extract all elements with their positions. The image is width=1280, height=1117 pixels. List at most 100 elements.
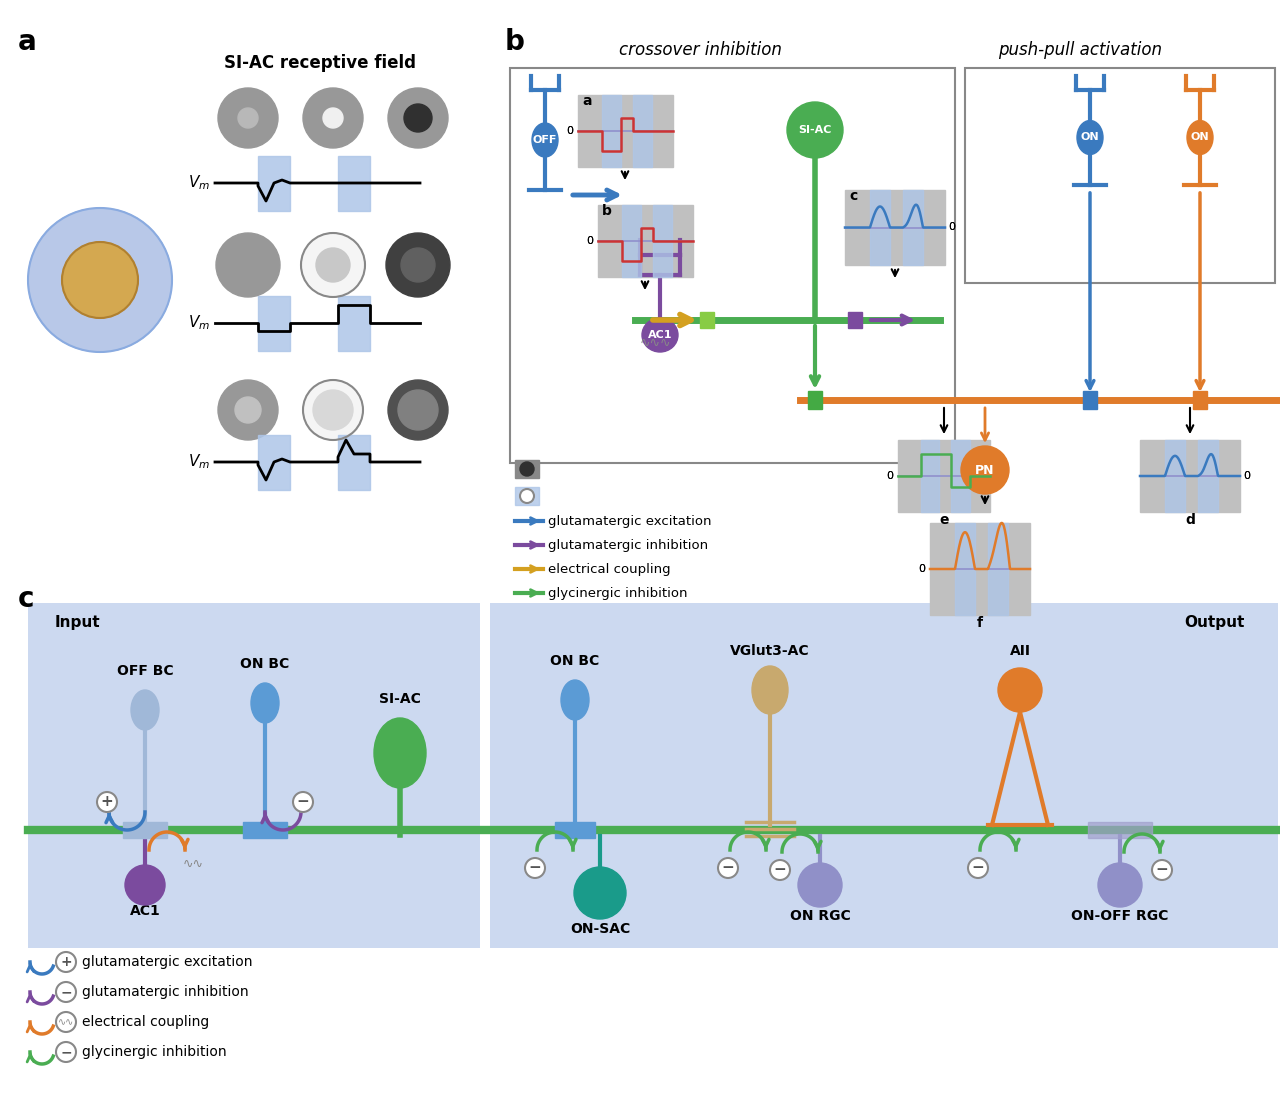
Text: ON BC: ON BC xyxy=(550,653,599,668)
Bar xyxy=(28,603,480,948)
Circle shape xyxy=(323,108,343,128)
Bar xyxy=(259,296,291,351)
Circle shape xyxy=(718,858,739,878)
Circle shape xyxy=(125,865,165,905)
Text: −: − xyxy=(972,860,984,876)
Bar xyxy=(634,95,652,168)
Ellipse shape xyxy=(753,666,788,714)
Text: −: − xyxy=(529,860,541,876)
Text: OFF: OFF xyxy=(532,135,557,145)
Text: a: a xyxy=(582,94,591,108)
Text: −: − xyxy=(60,985,72,999)
Text: glycinergic inhibition: glycinergic inhibition xyxy=(548,586,687,600)
Text: −: − xyxy=(297,794,310,810)
Circle shape xyxy=(301,233,365,297)
Circle shape xyxy=(520,489,534,503)
Circle shape xyxy=(314,390,353,430)
Bar xyxy=(579,95,673,168)
Bar xyxy=(955,523,975,615)
Circle shape xyxy=(293,792,314,812)
Bar xyxy=(598,206,692,277)
Text: $V_m$: $V_m$ xyxy=(188,173,210,192)
Text: Excitation: Excitation xyxy=(74,273,125,281)
Text: push-pull activation: push-pull activation xyxy=(998,41,1162,59)
Bar xyxy=(622,206,641,277)
Bar xyxy=(338,156,370,211)
Text: glycinergic inhibition: glycinergic inhibition xyxy=(82,1046,227,1059)
Text: ON-OFF RGC: ON-OFF RGC xyxy=(1071,909,1169,923)
Circle shape xyxy=(56,1042,76,1062)
Ellipse shape xyxy=(643,318,678,352)
Circle shape xyxy=(771,860,790,880)
Bar xyxy=(931,523,1030,615)
Text: +: + xyxy=(60,955,72,970)
Text: 0: 0 xyxy=(586,236,593,246)
Circle shape xyxy=(404,104,433,132)
Bar xyxy=(808,391,822,409)
Text: −: − xyxy=(722,860,735,876)
Bar xyxy=(1198,440,1219,512)
Ellipse shape xyxy=(1187,121,1213,154)
Circle shape xyxy=(573,867,626,919)
Text: AII: AII xyxy=(1010,645,1030,658)
Circle shape xyxy=(388,380,448,440)
Circle shape xyxy=(968,858,988,878)
Text: AC1: AC1 xyxy=(129,904,160,918)
Circle shape xyxy=(56,982,76,1002)
Bar xyxy=(1088,822,1152,838)
Circle shape xyxy=(525,858,545,878)
Ellipse shape xyxy=(374,718,426,787)
Text: ∿∿∿: ∿∿∿ xyxy=(639,337,671,350)
Text: SI-AC receptive field: SI-AC receptive field xyxy=(224,54,416,71)
Text: Output: Output xyxy=(1184,615,1245,630)
Bar xyxy=(849,312,861,328)
Circle shape xyxy=(230,248,265,281)
Circle shape xyxy=(216,233,280,297)
Circle shape xyxy=(797,863,842,907)
Text: Inh: Inh xyxy=(92,300,108,311)
Bar xyxy=(338,296,370,351)
Text: 0: 0 xyxy=(1243,471,1251,481)
Text: 0: 0 xyxy=(566,126,573,136)
Bar xyxy=(1140,440,1240,512)
Text: −: − xyxy=(1156,862,1169,878)
Text: ON BC: ON BC xyxy=(241,657,289,671)
Text: 0: 0 xyxy=(918,564,925,574)
Text: OFF BC: OFF BC xyxy=(116,663,173,678)
Text: glutamatergic inhibition: glutamatergic inhibition xyxy=(82,985,248,999)
Bar xyxy=(259,156,291,211)
Text: OFF: OFF xyxy=(87,258,113,271)
Bar xyxy=(338,435,370,490)
Bar xyxy=(988,523,1009,615)
Circle shape xyxy=(303,88,364,147)
Bar xyxy=(870,190,890,265)
Circle shape xyxy=(787,102,844,157)
Bar xyxy=(1165,440,1185,512)
Text: ∿∿: ∿∿ xyxy=(183,858,204,871)
Bar xyxy=(922,440,940,512)
Text: ON: ON xyxy=(1080,133,1100,143)
Circle shape xyxy=(387,233,451,297)
Bar xyxy=(509,68,955,464)
Text: SI-AC: SI-AC xyxy=(799,125,832,135)
Text: 0: 0 xyxy=(886,471,893,481)
Bar xyxy=(951,440,970,512)
Text: ON: ON xyxy=(90,287,110,300)
Text: a: a xyxy=(18,28,37,56)
Text: electrical coupling: electrical coupling xyxy=(548,563,671,575)
Bar xyxy=(602,95,621,168)
Circle shape xyxy=(56,1012,76,1032)
Circle shape xyxy=(28,208,172,352)
Ellipse shape xyxy=(532,123,558,157)
Text: 0: 0 xyxy=(948,222,955,232)
Bar xyxy=(1193,391,1207,409)
Bar xyxy=(653,206,672,277)
Bar xyxy=(1083,391,1097,409)
Text: ON RGC: ON RGC xyxy=(790,909,850,923)
Bar xyxy=(845,190,945,265)
Ellipse shape xyxy=(561,680,589,720)
Text: d: d xyxy=(1185,513,1196,527)
Circle shape xyxy=(1152,860,1172,880)
Circle shape xyxy=(218,88,278,147)
Text: 0: 0 xyxy=(948,222,955,232)
